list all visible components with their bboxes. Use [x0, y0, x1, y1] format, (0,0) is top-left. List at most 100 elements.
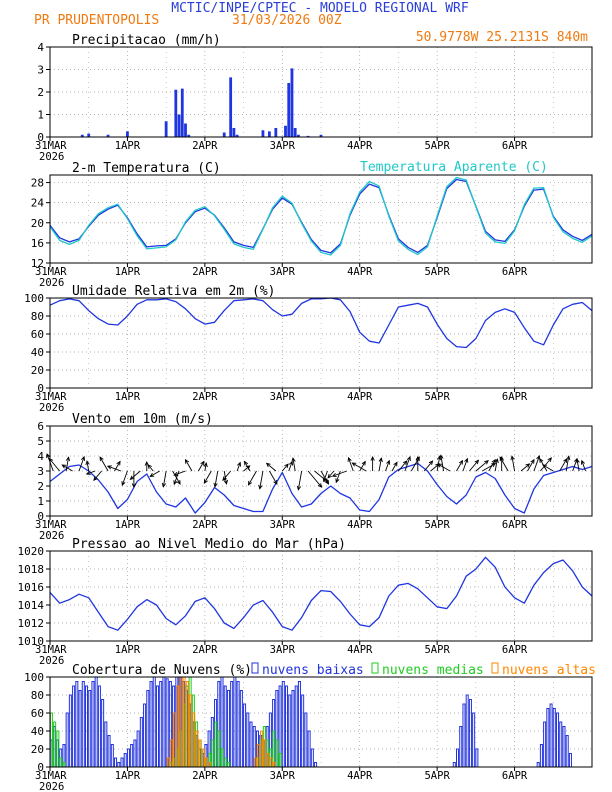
wind-vector-head	[291, 457, 296, 463]
precip-bar	[287, 83, 291, 137]
x-tick-label: 1APR	[115, 266, 141, 278]
y-tick-label: 3	[37, 64, 44, 77]
wind-vector-head	[284, 463, 289, 469]
series-line-pressure-0	[49, 556, 593, 631]
y-tick-label: 0	[37, 382, 44, 395]
wind-vector	[243, 465, 250, 472]
wind-vector	[268, 470, 278, 485]
x-year-label: 2026	[39, 781, 64, 792]
x-tick-label: 2APR	[192, 519, 218, 531]
wind-vector-head	[129, 475, 135, 481]
wind-vector-head	[437, 455, 442, 461]
y-tick-label: 6	[37, 420, 44, 433]
x-tick-label: 3APR	[270, 266, 296, 278]
wind-vector-head	[335, 478, 340, 484]
wind-vector-head	[499, 456, 504, 462]
wind-vector	[352, 462, 367, 472]
y-tick-label: 80	[31, 689, 44, 702]
wind-vector-head	[173, 480, 178, 486]
wind-vector-head	[402, 460, 408, 466]
wind-vector-head	[428, 460, 434, 466]
precip-bar	[293, 128, 297, 137]
x-tick-label: 6APR	[502, 391, 528, 403]
y-tick-label: 60	[31, 328, 44, 341]
wind-vector	[288, 461, 293, 472]
cloud-legend-label: nuvens medias	[382, 663, 484, 678]
precip-bar	[235, 134, 239, 137]
wind-vector	[335, 470, 341, 483]
wind-vector-head	[296, 485, 302, 491]
wind-vector-head	[324, 479, 330, 485]
x-tick-label: 5APR	[424, 140, 450, 152]
precip-bar	[187, 134, 191, 137]
panel-title-clouds: Cobertura de Nuvens (%)	[72, 663, 252, 678]
precip-bar	[274, 128, 278, 137]
precip-bar	[284, 125, 287, 137]
temp-legend: Temperatura Aparente (C)	[360, 160, 548, 175]
precip-bar	[261, 130, 265, 137]
y-tick-label: 1014	[18, 599, 45, 612]
precip-bar	[80, 134, 84, 137]
wind-vector	[499, 456, 509, 472]
wind-vector-head	[213, 482, 218, 488]
wind-vector	[281, 463, 289, 472]
wind-vector	[475, 460, 489, 472]
wind-vector	[542, 464, 554, 472]
wind-vector-head	[351, 462, 357, 467]
x-tick-label: 6APR	[502, 770, 528, 782]
precip-bar	[174, 89, 178, 137]
y-tick-label: 5	[37, 435, 44, 448]
panel-title-wind: Vento em 10m (m/s)	[72, 412, 213, 427]
x-tick-label: 31MAR	[35, 770, 67, 782]
y-tick-label: 40	[31, 346, 44, 359]
wind-vector-head	[203, 479, 208, 485]
wind-vector	[49, 458, 61, 472]
y-tick-label: 20	[31, 743, 44, 756]
wind-vector	[248, 470, 257, 486]
y-tick-label: 0	[37, 131, 44, 144]
wind-vector-head	[415, 455, 420, 461]
wind-vector-head	[378, 457, 383, 463]
panel-frame	[49, 174, 593, 264]
y-tick-label: 1012	[18, 617, 45, 630]
y-tick-label: 1	[37, 109, 44, 122]
x-year-label: 2026	[39, 530, 64, 542]
wind-vector	[469, 459, 479, 472]
y-tick-label: 3	[37, 465, 44, 478]
wind-vector	[581, 460, 586, 472]
precip-bar	[184, 123, 187, 137]
wind-vector-head	[65, 456, 71, 462]
panel-frame	[49, 676, 593, 768]
wind-vector	[456, 460, 463, 472]
series-line-temp-0	[49, 178, 593, 254]
y-tick-label: 4	[37, 41, 44, 54]
wind-vector-head	[317, 483, 323, 488]
wind-vector-head	[247, 480, 253, 486]
wind-vector	[121, 470, 128, 486]
wind-vector	[565, 456, 570, 472]
wind-vector	[292, 458, 296, 472]
wind-vector-head	[393, 461, 398, 467]
x-tick-label: 1APR	[115, 519, 141, 531]
wind-vector	[86, 470, 96, 475]
wind-vector	[332, 470, 347, 477]
panel-title-temp: 2-m Temperatura (C)	[72, 161, 221, 176]
panel-wind: 0 1 2 3 4 5 6 31MAR 1APR 2APR 3APR 4APR 5APR 6APR 2026…	[35, 412, 593, 542]
panel-pressure: 1010 1012 1014 1016 1018 1020 31MAR 1APR 2APR 3AP…	[18, 537, 593, 667]
y-tick-label: 100	[24, 292, 44, 305]
wind-vector-head	[80, 455, 86, 461]
wind-vector-head	[258, 484, 263, 490]
wind-vector	[559, 458, 568, 472]
cloud-legend-label: nuvens altas	[502, 663, 596, 678]
panel-precip: 0 1 2 3 4 31MAR 1APR 2APR 3APR 4APR 5APR 6APR 2026 Pr…	[35, 33, 593, 163]
wind-vector-head	[439, 454, 444, 460]
wind-vector	[297, 470, 303, 490]
precip-bar	[267, 131, 271, 137]
wind-vector	[437, 463, 451, 472]
wind-vector	[266, 462, 277, 472]
wind-vector-head	[327, 473, 332, 479]
y-tick-label: 2	[37, 86, 44, 99]
x-year-label: 2026	[39, 402, 64, 414]
x-tick-label: 1APR	[115, 644, 141, 656]
wind-vector	[385, 460, 390, 472]
